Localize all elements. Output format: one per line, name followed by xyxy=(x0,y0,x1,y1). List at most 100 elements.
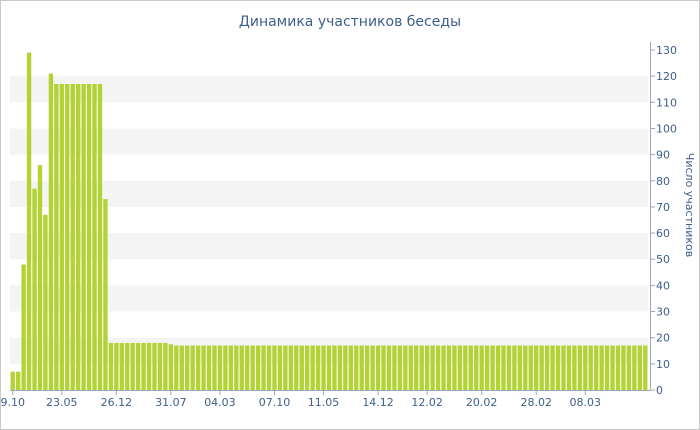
chart-bar xyxy=(495,345,501,390)
chart-bar xyxy=(561,345,566,390)
chart-bar xyxy=(490,345,495,390)
chart-bar xyxy=(583,345,588,390)
chart-bar xyxy=(305,345,310,390)
x-tick-label: 20.02 xyxy=(466,396,498,409)
chart-bar xyxy=(195,345,201,390)
chart-bar xyxy=(441,345,446,390)
x-tick-label: 14.12 xyxy=(362,396,394,409)
y-axis-title: Число участников xyxy=(683,153,696,257)
y-tick-label: 90 xyxy=(656,149,670,162)
chart-bar xyxy=(157,342,163,390)
y-tick-label: 120 xyxy=(656,70,677,83)
chart-bar xyxy=(217,345,223,390)
chart-bar xyxy=(337,345,343,390)
x-tick-label: 11.05 xyxy=(308,396,340,409)
chart-bar xyxy=(103,199,108,390)
grid-band xyxy=(10,128,648,155)
chart-bar xyxy=(10,371,15,390)
chart-bar xyxy=(261,345,266,390)
chart-bar xyxy=(255,345,261,390)
chart-bar xyxy=(446,345,452,390)
chart-bar xyxy=(81,84,86,390)
chart-bar xyxy=(65,84,70,390)
chart-bar xyxy=(190,345,195,390)
chart-bar xyxy=(75,84,81,390)
chart-bar xyxy=(54,84,59,390)
chart-bar xyxy=(21,264,26,390)
chart-bar xyxy=(403,345,408,390)
chart-bar xyxy=(566,345,572,390)
chart-bar xyxy=(534,345,539,390)
chart-bar xyxy=(544,345,550,390)
grid-band xyxy=(10,180,648,207)
chart-bar xyxy=(474,345,479,390)
chart-bar xyxy=(223,345,228,390)
chart-bar xyxy=(397,345,403,390)
x-tick-label: 04.03 xyxy=(204,396,236,409)
x-tick-label: 9.10 xyxy=(0,396,25,409)
chart-bar xyxy=(528,345,533,390)
chart-bar xyxy=(364,345,370,390)
y-tick-label: 50 xyxy=(656,253,670,266)
chart-bar xyxy=(114,342,119,390)
chart-bar xyxy=(179,345,184,390)
chart-bar xyxy=(343,345,348,390)
y-tick-label: 60 xyxy=(656,227,670,240)
chart-bar xyxy=(92,84,97,390)
chart-bar xyxy=(359,345,364,390)
chart-bar xyxy=(185,345,190,390)
chart-bar xyxy=(424,345,430,390)
chart-bar xyxy=(174,345,179,390)
chart-bar xyxy=(370,345,375,390)
chart-bar xyxy=(621,345,626,390)
chart-bar xyxy=(381,345,386,390)
chart-bar xyxy=(299,345,304,390)
chart-bar xyxy=(615,345,621,390)
chart-bar xyxy=(501,345,506,390)
y-tick-label: 130 xyxy=(656,44,677,57)
chart-bar xyxy=(146,342,152,390)
x-tick-label: 31.07 xyxy=(155,396,187,409)
chart-bar xyxy=(408,345,413,390)
chart-bar xyxy=(452,345,457,390)
chart-bar xyxy=(239,345,244,390)
chart-bar xyxy=(610,345,615,390)
chart-bar xyxy=(108,342,114,390)
chart-bar xyxy=(484,345,490,390)
chart-bar xyxy=(32,188,37,390)
y-tick-label: 80 xyxy=(656,175,670,188)
chart-bar xyxy=(599,345,604,390)
chart-bar xyxy=(228,345,234,390)
y-tick-label: 10 xyxy=(656,358,670,371)
chart-bar xyxy=(163,342,168,390)
y-tick-label: 20 xyxy=(656,332,670,345)
chart-bar xyxy=(119,342,124,390)
chart-bar xyxy=(43,214,48,390)
chart-bar xyxy=(332,345,337,390)
y-tick-label: 0 xyxy=(656,384,663,397)
chart-bar xyxy=(70,84,75,390)
chart-bar xyxy=(16,371,21,390)
chart-bar xyxy=(135,342,141,390)
chart-bar xyxy=(550,345,555,390)
y-tick-label: 110 xyxy=(656,96,677,109)
y-tick-label: 40 xyxy=(656,279,670,292)
chart-bar xyxy=(604,345,610,390)
chart-bar xyxy=(294,345,299,390)
x-tick-label: 28.02 xyxy=(520,396,552,409)
chart-bar xyxy=(348,345,353,390)
chart-bar xyxy=(386,345,392,390)
chart-bar xyxy=(234,345,239,390)
chart-bar xyxy=(512,345,517,390)
chart-bar xyxy=(430,345,435,390)
chart-bar xyxy=(283,345,288,390)
grid-band xyxy=(10,76,648,103)
grid-band xyxy=(10,285,648,312)
chart-bar xyxy=(354,345,359,390)
chart-bar xyxy=(321,345,326,390)
chart-bar xyxy=(206,345,212,390)
chart-bar xyxy=(523,345,528,390)
chart-bar xyxy=(419,345,424,390)
chart-bar xyxy=(577,345,583,390)
